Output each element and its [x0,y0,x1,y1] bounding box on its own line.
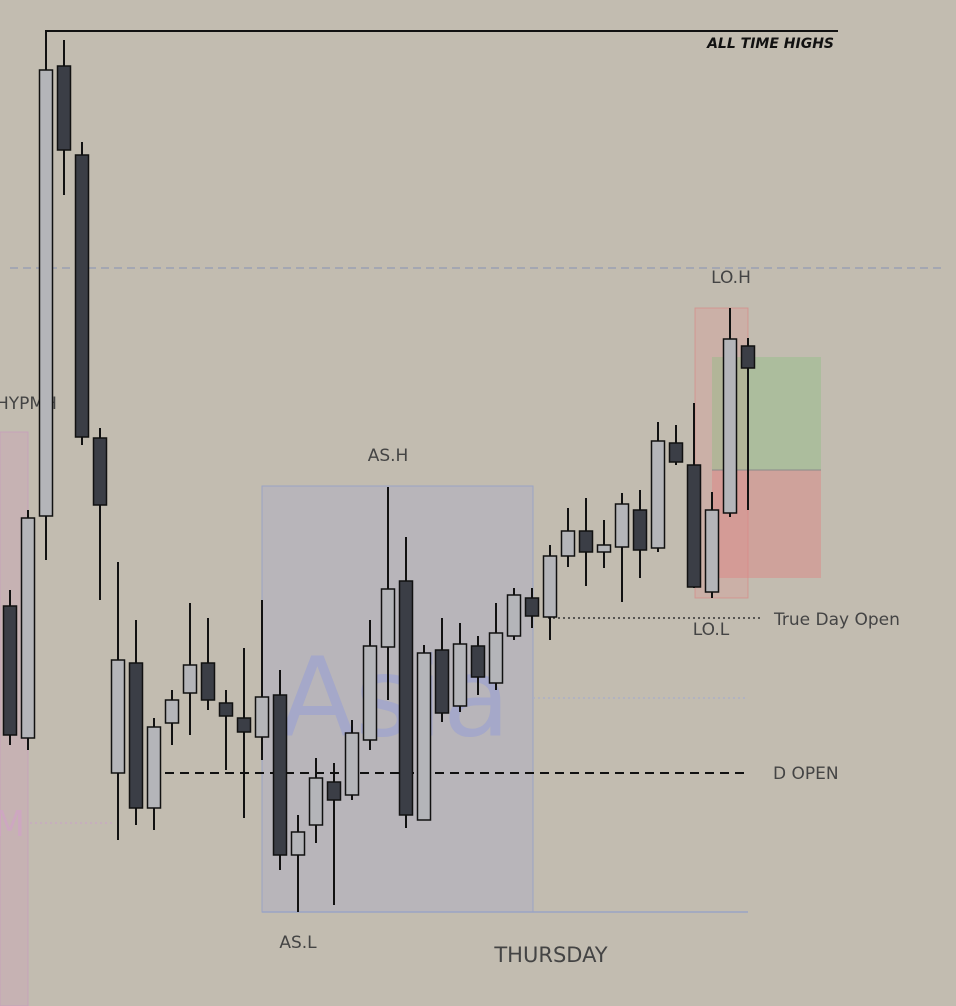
candle-body [2,605,18,736]
candle-body [164,699,180,724]
annotation: LO.L [693,620,730,640]
candle-body [254,696,270,738]
candle-body [146,726,162,809]
candle-body [704,509,720,593]
candle-body [668,442,684,463]
levels: ALL TIME HIGHS True Day Open D OPEN [10,30,946,913]
candle-body [524,597,540,617]
candle-body [740,345,756,369]
candle-body [686,464,702,588]
level-label: ALL TIME HIGHS [706,36,834,52]
candles [2,30,756,912]
candle-body [506,594,522,637]
level-label: True Day Open [773,610,900,630]
candle-body [614,503,630,548]
candle-body [470,645,486,678]
candle-body [128,662,144,809]
candle-body [434,649,450,714]
candle-body [596,544,612,553]
candle-body [74,154,90,438]
candle-body [344,732,360,796]
candle-body [722,338,738,514]
candle-body [182,664,198,694]
candle-body [200,662,216,701]
candle-body [488,632,504,684]
candle-body [290,831,306,856]
asia-box [261,485,534,913]
level-label: D OPEN [773,764,839,784]
candle-body [92,437,108,506]
annotation: LO.H [711,268,751,288]
candle-body [272,694,288,856]
candle-body [56,65,72,151]
candle-body [542,555,558,618]
annotation: AS.H [368,446,409,466]
candle-body [236,717,252,733]
candle-body [398,580,414,816]
candle-body [110,659,126,774]
candle-body [20,517,36,739]
candle-body [380,588,396,648]
candle-body [308,777,324,826]
zone-label: M [0,804,25,845]
candle-body [578,530,594,553]
candle-body [362,645,378,741]
candle-body [416,652,432,821]
candle-body [632,509,648,551]
candle-body [218,702,234,717]
candle-body [452,643,468,707]
candle-body [560,530,576,557]
session-label: THURSDAY [493,943,607,967]
annotation: AS.L [279,933,317,953]
candle-body [38,69,54,517]
candle-body [650,440,666,549]
candle-body [326,781,342,801]
